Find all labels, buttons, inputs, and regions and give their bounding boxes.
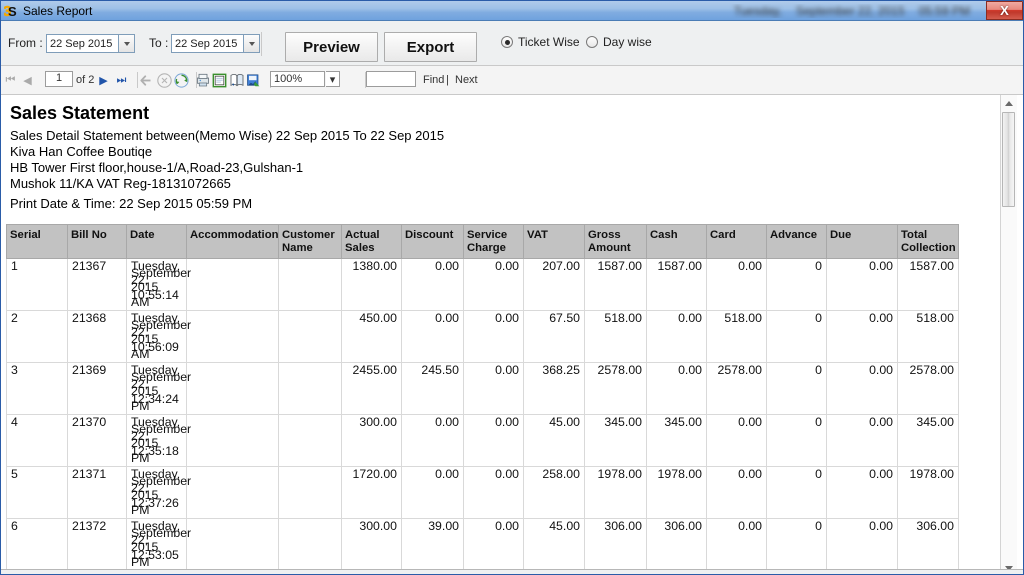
svg-text:S: S [8,4,17,19]
